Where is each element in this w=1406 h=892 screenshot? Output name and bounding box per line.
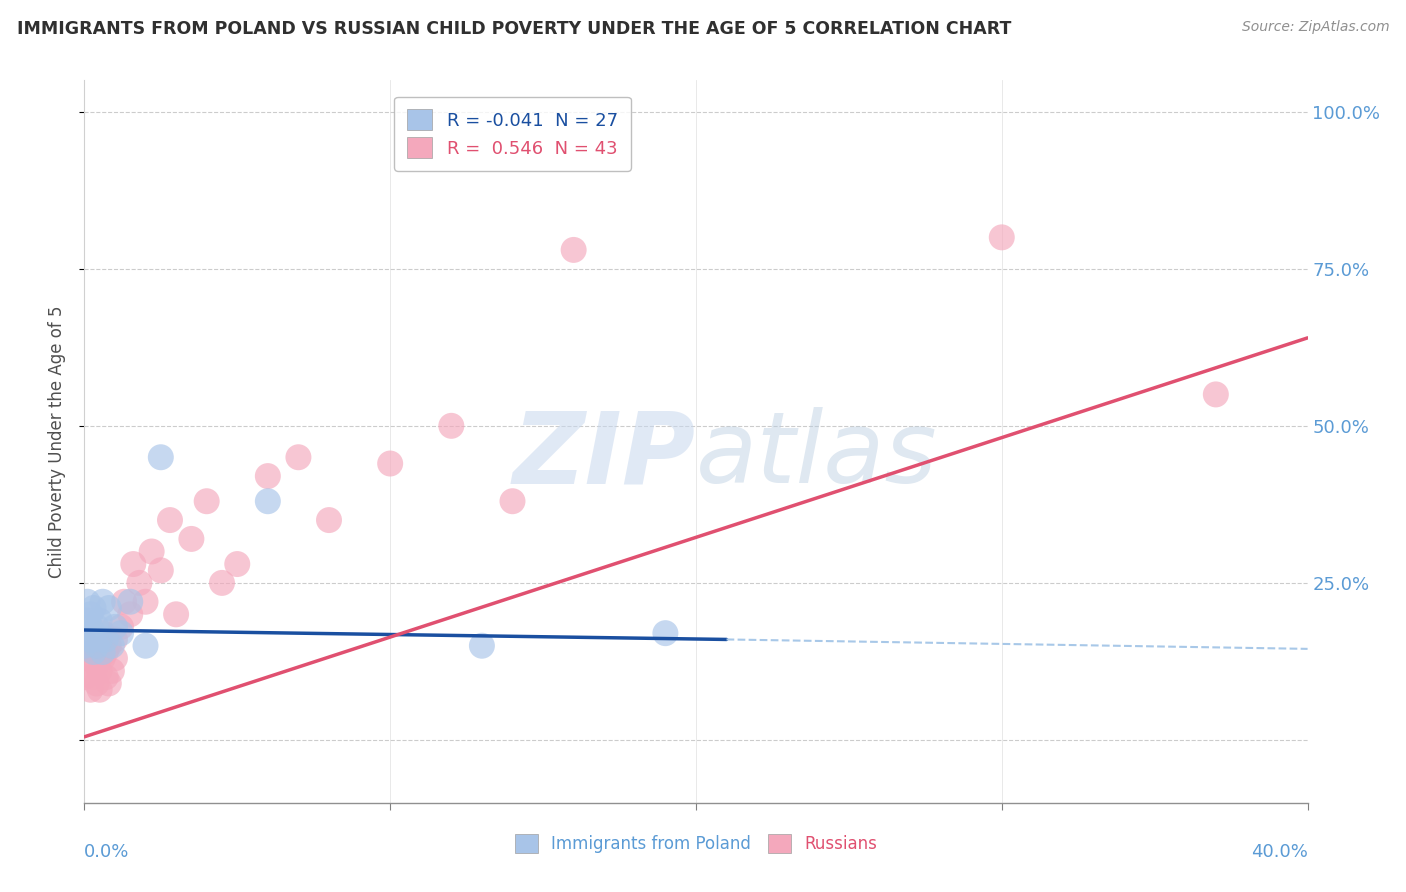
Point [110, 626, 132, 640]
Point [91, 595, 114, 609]
Point [654, 626, 676, 640]
Point [91, 626, 114, 640]
Point [159, 513, 181, 527]
Point [83, 670, 105, 684]
Point [101, 639, 124, 653]
Point [141, 544, 163, 558]
Point [211, 575, 233, 590]
Point [76, 595, 98, 609]
Point [471, 639, 494, 653]
Text: 40.0%: 40.0% [1251, 843, 1308, 861]
Point [97, 676, 120, 690]
Point [104, 620, 127, 634]
Point [502, 494, 524, 508]
Point [76, 626, 98, 640]
Point [226, 557, 249, 571]
Point [94, 670, 117, 684]
Point [97, 639, 120, 653]
Point [440, 418, 463, 433]
Point [135, 595, 157, 609]
Point [120, 595, 142, 609]
Point [97, 601, 120, 615]
Point [94, 632, 117, 647]
Point [79, 651, 101, 665]
Point [257, 494, 280, 508]
Point [120, 607, 142, 622]
Point [112, 595, 135, 609]
Point [94, 645, 117, 659]
Point [76, 614, 98, 628]
Point [165, 607, 187, 622]
Text: Source: ZipAtlas.com: Source: ZipAtlas.com [1241, 20, 1389, 34]
Point [89, 664, 111, 678]
Point [73, 670, 96, 684]
Point [79, 620, 101, 634]
Y-axis label: Child Poverty Under the Age of 5: Child Poverty Under the Age of 5 [48, 305, 66, 578]
Point [86, 676, 108, 690]
Point [79, 682, 101, 697]
Point [380, 457, 402, 471]
Point [86, 657, 108, 672]
Point [122, 557, 145, 571]
Point [91, 651, 114, 665]
Point [318, 513, 340, 527]
Text: atlas: atlas [696, 408, 938, 505]
Point [128, 575, 150, 590]
Point [83, 645, 105, 659]
Point [1205, 387, 1227, 401]
Point [180, 532, 202, 546]
Point [83, 645, 105, 659]
Point [89, 614, 111, 628]
Point [76, 657, 98, 672]
Point [991, 230, 1014, 244]
Point [104, 651, 127, 665]
Point [83, 626, 105, 640]
Legend: Immigrants from Poland, Russians: Immigrants from Poland, Russians [508, 827, 884, 860]
Point [562, 243, 585, 257]
Point [89, 682, 111, 697]
Point [89, 632, 111, 647]
Point [91, 645, 114, 659]
Point [86, 620, 108, 634]
Text: ZIP: ZIP [513, 408, 696, 505]
Point [86, 639, 108, 653]
Point [76, 639, 98, 653]
Text: IMMIGRANTS FROM POLAND VS RUSSIAN CHILD POVERTY UNDER THE AGE OF 5 CORRELATION C: IMMIGRANTS FROM POLAND VS RUSSIAN CHILD … [17, 20, 1011, 37]
Text: 0.0%: 0.0% [84, 843, 129, 861]
Point [257, 469, 280, 483]
Point [104, 632, 127, 647]
Point [149, 563, 172, 577]
Point [149, 450, 172, 465]
Point [83, 601, 105, 615]
Point [287, 450, 309, 465]
Point [79, 607, 101, 622]
Point [135, 639, 157, 653]
Point [101, 664, 124, 678]
Point [195, 494, 218, 508]
Point [110, 620, 132, 634]
Point [79, 632, 101, 647]
Point [73, 639, 96, 653]
